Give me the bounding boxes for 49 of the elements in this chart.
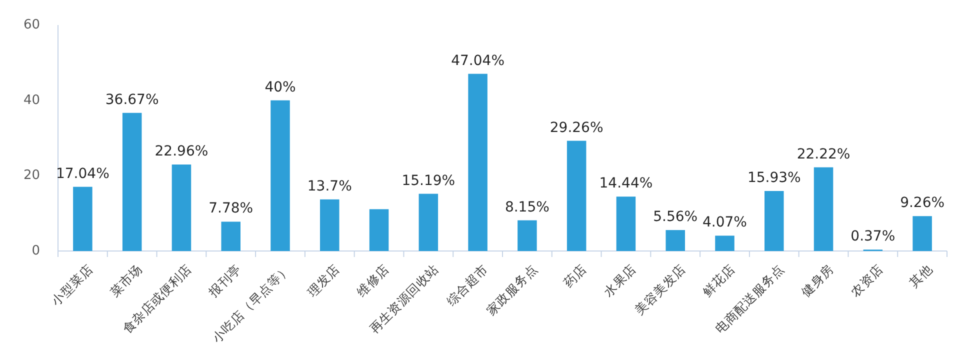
x-tick-label: 鲜花店 [699,261,738,300]
data-label: 22.22% [796,146,850,162]
data-label: 4.07% [702,214,747,231]
bar [715,236,734,251]
bar [468,74,488,251]
data-label: 17.04% [56,166,110,182]
x-tick-label: 健身房 [798,261,836,300]
x-tick-label: 理发店 [304,261,343,300]
data-label: 15.93% [747,170,801,186]
data-label: 0.37% [850,228,896,245]
data-label: 15.19% [402,172,456,189]
data-label: 36.67% [105,92,159,108]
bar [764,190,784,251]
data-label: 8.15% [504,199,550,216]
x-tick-label: 其他 [906,261,936,290]
bar [369,209,389,251]
x-tick-label: 农资店 [848,261,886,300]
bar [814,167,834,251]
bar [912,216,932,251]
bar [73,186,92,251]
data-label: 14.44% [599,176,653,192]
data-label: 40% [264,79,296,96]
x-tick-label: 小型菜店 [48,261,96,309]
x-tick-label: 药店 [560,261,590,290]
data-label: 13.7% [307,178,352,194]
data-label: 29.26% [550,120,604,136]
bar [616,196,636,251]
data-label: 9.26% [900,195,945,212]
y-tick-label: 60 [23,18,40,32]
data-label: 47.04% [451,52,504,69]
y-tick-label: 40 [23,92,40,108]
data-label: 7.78% [208,200,254,217]
bar [270,100,290,251]
bar [221,222,240,251]
bar [172,164,192,251]
data-label: 5.56% [653,209,698,226]
data-label: 22.96% [154,144,208,160]
y-tick-label: 20 [23,168,40,184]
x-tick-label: 维修店 [354,261,392,300]
x-tick-label: 菜市场 [106,261,145,300]
bar [566,140,586,251]
x-tick-label: 报刊亭 [204,261,244,300]
bar [320,199,340,251]
y-tick-label: 0 [32,244,40,258]
bar [518,220,537,251]
bar [666,230,685,251]
bar [122,112,142,251]
x-tick-label: 水果店 [600,261,639,300]
bar [418,194,438,251]
